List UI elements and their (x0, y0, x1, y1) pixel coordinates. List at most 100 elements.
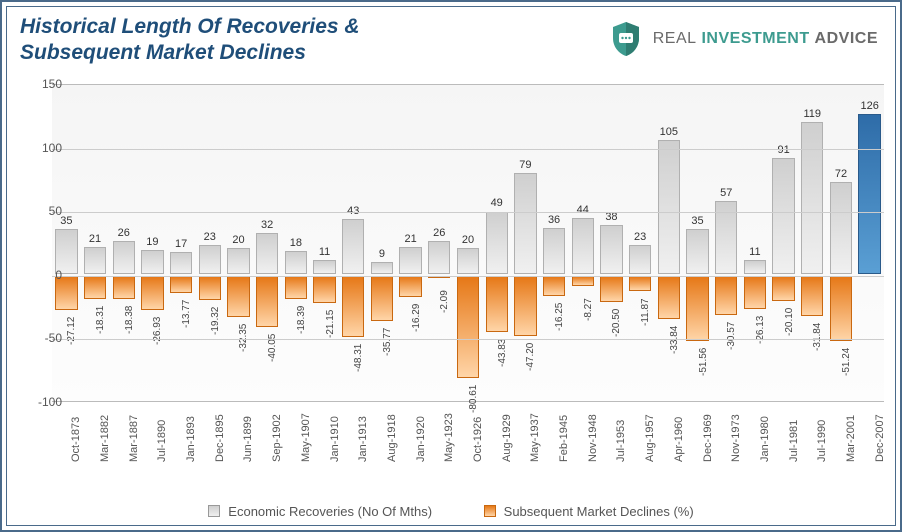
bar-group: 21-16.29 (399, 85, 421, 401)
bar-group: 91 -20.10 (772, 85, 794, 401)
decline-value-label: -35.77 (382, 328, 393, 356)
recovery-value-label: 72 (830, 168, 852, 180)
brand-word3: ADVICE (815, 30, 878, 47)
recovery-value-label: 44 (572, 204, 594, 216)
decline-bar (342, 276, 364, 337)
x-tick-label: Jan-1920 (415, 416, 427, 462)
x-tick-label: Oct-1873 (70, 417, 82, 462)
recovery-value-label: 43 (342, 205, 364, 217)
bars-container: 35-27.1221-18.3126-18.3819-26.9317-13.77… (52, 85, 884, 401)
bar-group: 105-33.84 (658, 85, 680, 401)
bar-group: 19 -26.93 (141, 85, 163, 401)
decline-bar (801, 276, 823, 317)
y-tick-label: 50 (22, 204, 62, 218)
y-tick-label: 100 (22, 141, 62, 155)
recovery-bar (227, 248, 249, 273)
recovery-value-label: 11 (744, 246, 766, 258)
recovery-value-label: 9 (371, 248, 393, 260)
bar-group: 126 (858, 85, 880, 401)
bar-group: 26 -18.38 (113, 85, 135, 401)
decline-bar (285, 276, 307, 299)
decline-bar (371, 276, 393, 321)
x-tick-label: May-1907 (300, 413, 312, 462)
y-tick-label: -100 (22, 395, 62, 409)
recovery-value-label: 91 (772, 144, 794, 156)
recovery-value-label: 57 (715, 187, 737, 199)
recovery-value-label: 20 (227, 234, 249, 246)
x-tick-label: Jun-1899 (242, 416, 254, 462)
recovery-value-label: 18 (285, 237, 307, 249)
y-tick-label: 0 (22, 268, 62, 282)
decline-value-label: -40.05 (267, 333, 278, 361)
recovery-bar (428, 241, 450, 274)
x-tick-label: Feb-1945 (558, 415, 570, 462)
x-tick-label: Jan-1980 (759, 416, 771, 462)
decline-bar (199, 276, 221, 301)
decline-value-label: -18.38 (124, 306, 135, 334)
recovery-value-label: 17 (170, 238, 192, 250)
x-tick-label: Mar-1887 (128, 415, 140, 462)
chart-plot-area: 35-27.1221-18.3126-18.3819-26.9317-13.77… (52, 84, 884, 402)
decline-bar (399, 276, 421, 297)
recovery-bar (199, 245, 221, 274)
decline-value-label: -11.87 (640, 298, 651, 326)
x-tick-label: Jan-1910 (329, 416, 341, 462)
recovery-value-label: 35 (686, 215, 708, 227)
x-tick-label: Jul-1981 (788, 420, 800, 462)
legend-swatch-orange (484, 505, 496, 517)
x-tick-label: Oct-1926 (472, 417, 484, 462)
decline-value-label: -16.29 (411, 303, 422, 331)
shield-icon (609, 20, 643, 58)
x-tick-label: Sep-1902 (271, 414, 283, 462)
recovery-value-label: 23 (629, 231, 651, 243)
x-tick-label: May-1923 (443, 413, 455, 462)
x-tick-label: May-1937 (529, 413, 541, 462)
bar-group: 20-32.35 (227, 85, 249, 401)
recovery-value-label: 19 (141, 236, 163, 248)
y-tick-label: 150 (22, 77, 62, 91)
recovery-bar (399, 247, 421, 274)
decline-value-label: -21.15 (325, 309, 336, 337)
recovery-value-label: 126 (858, 100, 880, 112)
recovery-bar (170, 252, 192, 274)
decline-value-label: -18.39 (296, 306, 307, 334)
decline-bar (141, 276, 163, 310)
x-tick-label: Mar-1882 (99, 415, 111, 462)
decline-bar (514, 276, 536, 336)
bar-group: 44-8.27 (572, 85, 594, 401)
x-tick-label: Aug-1929 (501, 414, 513, 462)
x-tick-label: Aug-1918 (386, 414, 398, 462)
recovery-bar (572, 218, 594, 274)
x-tick-label: Jan-1913 (357, 416, 369, 462)
bar-group: 11-26.13 (744, 85, 766, 401)
recovery-value-label: 26 (113, 227, 135, 239)
decline-value-label: -26.93 (152, 317, 163, 345)
decline-value-label: -20.10 (784, 308, 795, 336)
recovery-bar (457, 248, 479, 273)
decline-bar (227, 276, 249, 317)
bar-group: 9 -35.77 (371, 85, 393, 401)
recovery-bar (256, 233, 278, 274)
bar-group: 79-47.20 (514, 85, 536, 401)
decline-bar (113, 276, 135, 299)
x-tick-label: Dec-1969 (702, 414, 714, 462)
title-line2: Subsequent Market Declines (20, 40, 360, 66)
bar-group: 21-18.31 (84, 85, 106, 401)
bar-group: 57-30.57 (715, 85, 737, 401)
recovery-bar (313, 260, 335, 274)
decline-value-label: -43.83 (497, 338, 508, 366)
decline-bar (486, 276, 508, 332)
recovery-value-label: 21 (84, 233, 106, 245)
bar-group: 35-51.56 (686, 85, 708, 401)
recovery-bar (371, 262, 393, 273)
legend-swatch-gray (208, 505, 220, 517)
brand-word1: REAL (653, 30, 697, 47)
x-tick-label: Jul-1953 (615, 420, 627, 462)
recovery-bar (486, 212, 508, 274)
decline-bar (658, 276, 680, 319)
chart-legend: Economic Recoveries (No Of Mths) Subsequ… (2, 504, 900, 521)
recovery-bar (830, 182, 852, 274)
recovery-value-label: 26 (428, 227, 450, 239)
recovery-bar (858, 114, 880, 274)
decline-value-label: -80.61 (468, 385, 479, 413)
